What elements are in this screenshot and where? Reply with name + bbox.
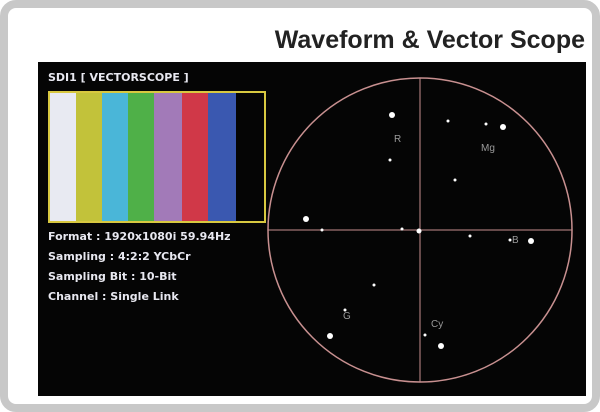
scope-label: Mg — [481, 143, 495, 154]
page: {"header": {"title": "Waveform & Vector … — [0, 0, 600, 412]
scope-label: G — [343, 311, 351, 322]
scope-label: R — [394, 134, 401, 145]
scope-label: B — [512, 235, 519, 246]
info-line: Sampling : 4:2:2 YCbCr — [48, 250, 191, 263]
info-line: Format : 1920x1080i 59.94Hz — [48, 230, 231, 243]
figure: Waveform & Vector Scope SDI1 [ VECTORSCO… — [0, 0, 600, 412]
scope-label: Cy — [431, 319, 443, 330]
info-line: Channel : Single Link — [48, 290, 179, 303]
color-bars — [49, 92, 265, 222]
info-line: Sampling Bit : 10-Bit — [48, 270, 177, 283]
screen-heading: SDI1 [ VECTORSCOPE ] — [48, 71, 189, 84]
title: Waveform & Vector Scope — [275, 26, 585, 54]
